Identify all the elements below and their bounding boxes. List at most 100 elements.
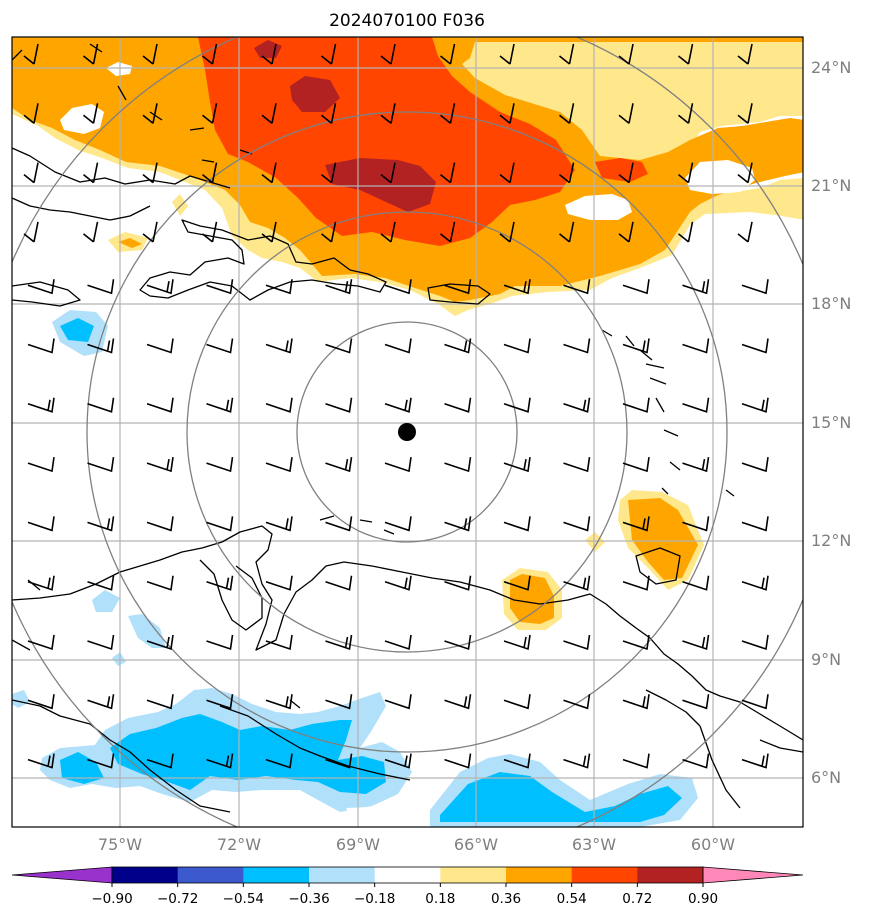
wind-barb xyxy=(261,221,277,243)
wind-barb xyxy=(384,634,412,651)
lat-label: 24°N xyxy=(811,58,851,77)
wind-barb xyxy=(563,397,591,413)
wind-barb xyxy=(146,456,174,473)
wind-barb xyxy=(142,43,158,65)
wind-barb xyxy=(265,694,293,710)
puerto-rico-coast xyxy=(427,283,491,305)
wind-barb xyxy=(202,103,218,124)
wind-barb xyxy=(202,221,218,243)
wind-barb xyxy=(325,694,353,710)
wind-barb xyxy=(27,338,55,354)
wind-barb xyxy=(503,575,531,591)
wind-barb xyxy=(27,694,55,710)
wind-barb xyxy=(741,516,769,532)
wind-barb xyxy=(206,279,234,295)
wind-barb xyxy=(563,516,591,532)
negative-anomaly-region xyxy=(12,310,698,827)
wind-barb xyxy=(741,694,769,710)
wind-barbs xyxy=(23,43,769,769)
wind-barb xyxy=(142,162,158,184)
wind-barb xyxy=(202,43,218,65)
wind-barb xyxy=(380,103,396,124)
colorbar-tick-label: 0.72 xyxy=(622,891,652,907)
wind-barb xyxy=(321,103,337,124)
colorbar-segment xyxy=(177,867,244,883)
wind-barb xyxy=(563,456,591,473)
wind-barb xyxy=(146,279,174,295)
wind-barb xyxy=(146,634,174,651)
wind-barb xyxy=(87,575,115,591)
wind-barb xyxy=(384,575,412,591)
wind-barb xyxy=(27,397,55,413)
wind-barb xyxy=(622,634,650,651)
wind-barb xyxy=(682,516,710,532)
wind-barb xyxy=(444,338,472,354)
wind-barb xyxy=(146,338,174,354)
wind-barb xyxy=(682,634,710,651)
wind-barb xyxy=(142,221,158,243)
wind-barb xyxy=(622,516,650,532)
wind-barb xyxy=(321,162,337,184)
wind-barb xyxy=(618,221,634,243)
wind-barb xyxy=(325,516,353,532)
colorbar-tick-label: 0.54 xyxy=(557,891,587,907)
wind-barb xyxy=(563,753,591,769)
wind-barb xyxy=(440,221,456,243)
colorbar-extend-low xyxy=(11,866,113,884)
wind-barb xyxy=(325,456,353,473)
lat-label: 9°N xyxy=(811,650,841,669)
wind-barb xyxy=(678,162,694,184)
abc-islands-coast xyxy=(319,515,395,535)
wind-barb xyxy=(741,575,769,591)
wind-barb xyxy=(737,221,753,243)
wind-barb xyxy=(618,162,634,184)
wind-barb xyxy=(27,279,55,295)
range-ring-2 xyxy=(186,211,628,653)
wind-barb xyxy=(440,43,456,65)
wind-barb xyxy=(682,753,710,769)
wind-barb xyxy=(737,43,753,65)
wind-barb xyxy=(440,103,456,124)
wind-barb xyxy=(27,753,55,769)
wind-barb xyxy=(444,575,472,591)
colorbar-tick-label: −0.18 xyxy=(354,891,395,907)
lesser-antilles-coast xyxy=(601,329,735,497)
wind-barb xyxy=(206,753,234,769)
wind-barb xyxy=(440,162,456,184)
colorbar: −0.90 −0.72 −0.54 −0.36 −0.18 0.18 0.36 0.54 0.7… xyxy=(11,866,804,907)
wind-barb xyxy=(444,397,472,413)
wind-barb xyxy=(83,162,99,184)
wind-barb xyxy=(325,575,353,591)
lat-label: 21°N xyxy=(811,176,851,195)
wind-barb xyxy=(261,43,277,65)
map-frame xyxy=(11,36,804,828)
wind-barb xyxy=(83,221,99,243)
wind-barb xyxy=(499,103,515,124)
wind-barb xyxy=(559,221,575,243)
wind-barb xyxy=(503,694,531,710)
wind-barb xyxy=(27,634,55,651)
lon-label: 60°W xyxy=(691,835,735,854)
wind-barb xyxy=(265,338,293,354)
wind-barb xyxy=(622,456,650,473)
wind-barb xyxy=(741,753,769,769)
wind-barb xyxy=(265,279,293,295)
wind-barb xyxy=(321,43,337,65)
wind-barb xyxy=(444,516,472,532)
latitude-labels: 24°N 21°N 18°N 15°N 12°N 9°N 6°N xyxy=(811,58,851,787)
gridlines xyxy=(12,37,803,827)
colorbar-segment xyxy=(374,867,441,883)
wind-barb xyxy=(444,279,472,295)
wind-barb xyxy=(23,162,39,184)
wind-barb xyxy=(741,279,769,295)
wind-barb xyxy=(146,516,174,532)
wind-barb xyxy=(146,575,174,591)
wind-barb xyxy=(618,43,634,65)
wind-barb xyxy=(384,516,412,532)
wind-barb xyxy=(682,279,710,295)
wind-barb xyxy=(87,338,115,354)
wind-barb xyxy=(83,43,99,65)
wind-barb xyxy=(563,575,591,591)
wind-barb xyxy=(503,397,531,413)
wind-barb xyxy=(618,103,634,124)
